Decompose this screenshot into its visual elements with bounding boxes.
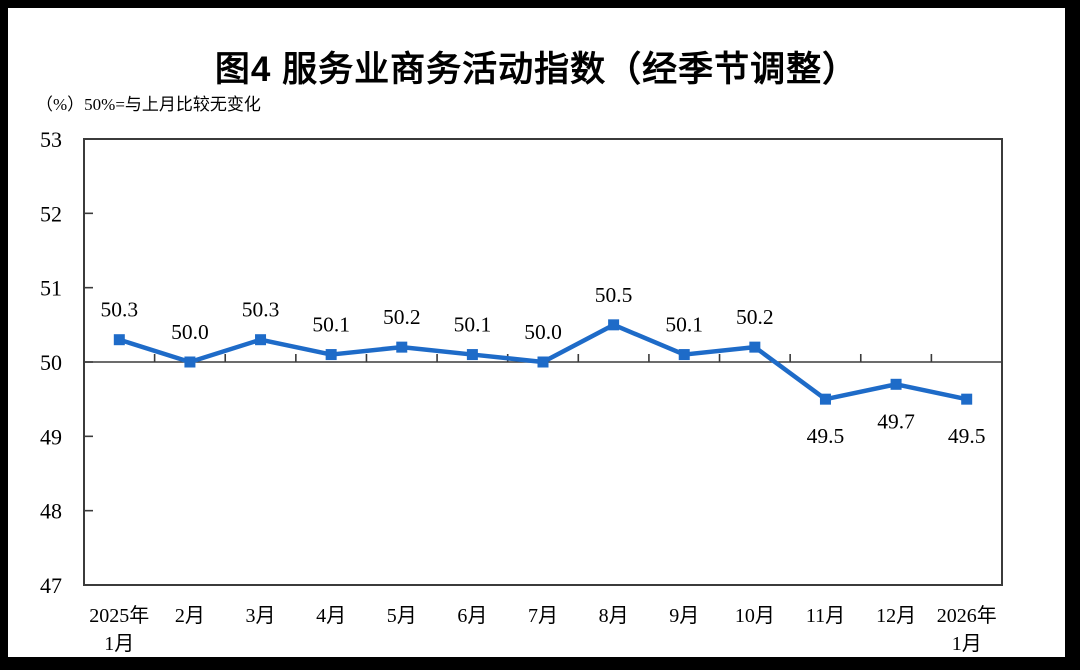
- y-axis-label: 47: [40, 573, 62, 598]
- x-axis-label: 6月: [457, 605, 487, 627]
- x-axis-label: 12月: [876, 605, 916, 627]
- data-point-label: 50.1: [312, 313, 350, 337]
- y-axis-label: 52: [40, 201, 62, 226]
- data-point-label: 50.1: [665, 313, 703, 337]
- data-point-label: 50.2: [736, 305, 774, 329]
- x-axis-label: 1月: [952, 633, 982, 655]
- data-point-marker: [255, 334, 267, 346]
- data-point-marker: [537, 356, 549, 368]
- data-point-marker: [961, 393, 973, 405]
- x-axis-label: 3月: [246, 605, 276, 627]
- data-point-marker: [325, 349, 337, 361]
- y-axis-label: 51: [40, 276, 62, 301]
- y-axis-label: 49: [40, 424, 62, 449]
- x-axis-label: 2026年: [937, 604, 997, 627]
- data-point-marker: [113, 334, 125, 346]
- data-point-label: 49.5: [807, 424, 845, 448]
- chart-title: 图4 服务业商务活动指数（经季节调整）: [214, 50, 859, 90]
- y-axis-label: 53: [40, 127, 62, 152]
- data-point-label: 49.5: [948, 424, 986, 448]
- x-axis-label: 4月: [316, 605, 346, 627]
- axis-unit-note: （%）50%=与上月比较无变化: [36, 95, 261, 114]
- x-axis-label: 8月: [599, 605, 629, 627]
- data-point-label: 50.1: [454, 313, 492, 337]
- data-point-marker: [749, 341, 761, 353]
- y-axis-label: 48: [40, 499, 62, 524]
- data-point-marker: [184, 356, 196, 368]
- x-axis-label: 2025年: [89, 604, 149, 627]
- x-axis-label: 10月: [735, 605, 775, 627]
- data-point-marker: [466, 349, 478, 361]
- data-point-marker: [608, 319, 620, 331]
- data-point-marker: [890, 378, 902, 390]
- x-axis-label: 11月: [806, 605, 845, 627]
- data-point-label: 50.3: [100, 298, 138, 322]
- data-point-label: 50.3: [242, 298, 280, 322]
- data-point-label: 50.2: [383, 305, 421, 329]
- y-axis-label: 50: [40, 350, 62, 375]
- data-point-marker: [396, 341, 408, 353]
- data-point-label: 50.0: [171, 320, 209, 344]
- data-point-label: 50.5: [595, 283, 633, 307]
- x-axis-label: 5月: [387, 605, 417, 627]
- x-axis-label: 2月: [175, 605, 205, 627]
- x-axis-label: 9月: [669, 605, 699, 627]
- x-axis-label: 7月: [528, 605, 558, 627]
- chart-background: [8, 8, 1065, 657]
- x-axis-label: 1月: [104, 633, 134, 655]
- data-point-label: 50.0: [524, 320, 562, 344]
- data-point-marker: [678, 349, 690, 361]
- data-point-marker: [819, 393, 831, 405]
- data-point-label: 49.7: [877, 409, 915, 433]
